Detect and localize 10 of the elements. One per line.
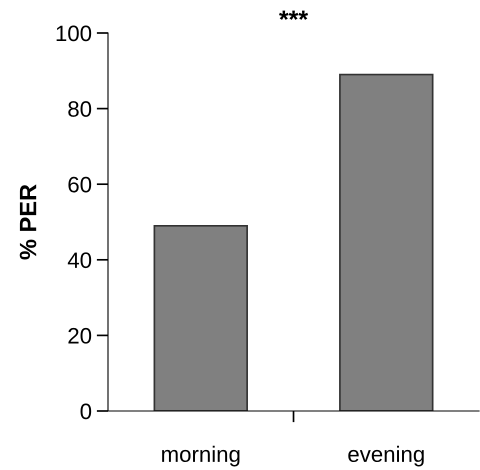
y-tick-label: 80 (68, 101, 92, 117)
y-tick-label: 100 (56, 26, 92, 42)
y-tick-label: 60 (68, 176, 92, 192)
y-tick-label: 20 (68, 328, 92, 344)
x-tick-label: evening (348, 446, 424, 466)
text: *** (279, 10, 308, 20)
y-tick-label: 0 (80, 404, 92, 420)
y-tick-label: 40 (68, 252, 92, 268)
y-axis-title: % PER (20, 184, 36, 260)
x-tick-label: morning (162, 446, 240, 466)
